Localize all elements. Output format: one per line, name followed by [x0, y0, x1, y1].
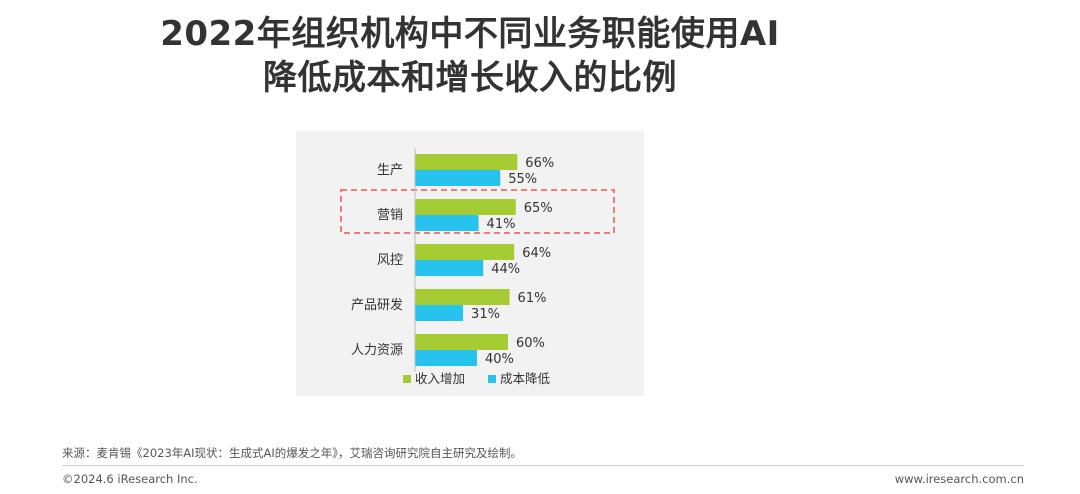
title-line-2: 降低成本和增长收入的比例 [263, 58, 677, 98]
legend-label: 收入增加 [415, 371, 465, 386]
chart-panel: 生产 66% 55% 营销 65% 41% 风控 64% 44% 产品研发 61% 31% 人力资源 60… [296, 131, 644, 396]
legend-swatch-revenue [403, 375, 411, 383]
data-label: 31% [471, 307, 500, 322]
bar-revenue [415, 154, 518, 170]
data-label: 64% [522, 246, 551, 261]
bar-cost [415, 170, 501, 186]
bar-cost [415, 350, 477, 366]
bar-revenue [415, 244, 515, 260]
data-label: 65% [524, 201, 553, 216]
title-line-1: 2022年组织机构中不同业务职能使用AI [160, 14, 780, 54]
data-label: 55% [508, 172, 537, 187]
category-label: 人力资源 [351, 343, 403, 358]
data-label: 60% [516, 336, 545, 351]
page-title: 2022年组织机构中不同业务职能使用AI 降低成本和增长收入的比例 [0, 12, 940, 100]
category-label: 营销 [377, 208, 403, 223]
bar-cost [415, 305, 464, 321]
legend-label: 成本降低 [500, 371, 551, 386]
bar-revenue [415, 289, 510, 305]
data-label: 61% [518, 291, 547, 306]
data-label: 41% [487, 217, 516, 232]
category-label: 生产 [377, 163, 403, 178]
data-label: 66% [525, 156, 554, 171]
copyright-text: ©2024.6 iResearch Inc. [62, 472, 198, 486]
bar-chart: 生产 66%55% 营销 65% 41% 风控 64%44% 产品研发 61% 31% 人力资源 60… [340, 148, 615, 386]
highlight-box [340, 189, 615, 234]
category-label: 风控 [377, 253, 403, 268]
footer-divider [62, 465, 1024, 466]
bar-cost [415, 215, 479, 231]
website-link[interactable]: www.iresearch.com.cn [894, 472, 1024, 486]
bar-revenue [415, 334, 508, 350]
bar-revenue [415, 199, 516, 215]
data-label: 44% [491, 262, 520, 277]
data-label: 40% [485, 352, 514, 367]
bar-cost [415, 260, 484, 276]
category-label: 产品研发 [351, 297, 403, 313]
source-note: 来源：麦肯锡《2023年AI现状：生成式AI的爆发之年》，艾瑞咨询研究院自主研究… [62, 446, 523, 460]
legend-swatch-cost [488, 375, 496, 383]
